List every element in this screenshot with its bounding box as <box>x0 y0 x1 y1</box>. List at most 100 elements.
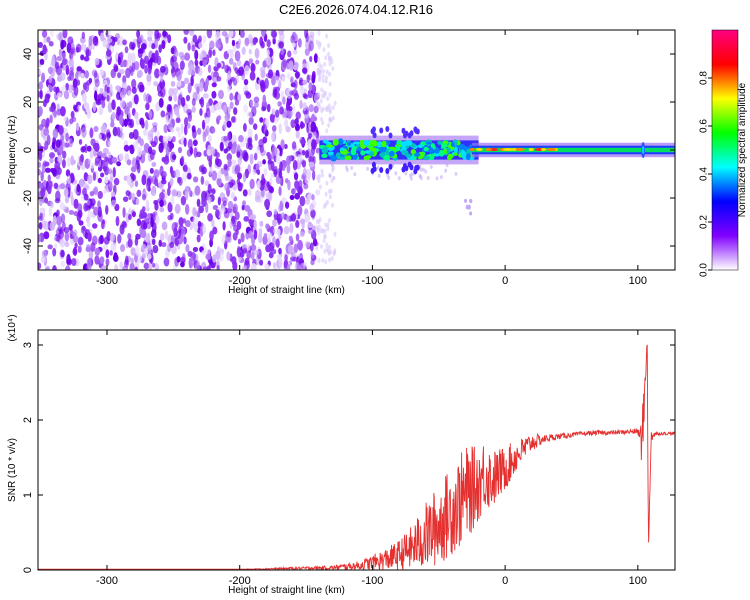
noise-speckle <box>294 192 301 200</box>
noise-speckle <box>133 94 139 105</box>
noise-edge-speckle <box>322 204 326 210</box>
noise-speckle <box>39 212 43 219</box>
noise-edge-speckle <box>322 238 326 244</box>
noise-speckle <box>183 116 189 127</box>
signal-fringe <box>371 126 376 133</box>
noise-speckle <box>132 128 139 140</box>
noise-speckle <box>47 66 53 75</box>
noise-speckle <box>72 104 77 111</box>
noise-speckle <box>232 203 238 214</box>
noise-speckle <box>99 68 104 76</box>
noise-speckle <box>114 263 119 270</box>
noise-speckle <box>151 238 156 246</box>
signal-blob <box>417 156 423 160</box>
noise-edge-speckle <box>324 222 328 228</box>
noise-speckle <box>110 199 117 208</box>
noise-speckle <box>299 195 306 207</box>
noise-speckle <box>275 238 280 248</box>
noise-speckle <box>217 170 222 180</box>
noise-speckle <box>271 125 277 132</box>
noise-speckle <box>134 245 140 256</box>
noise-speckle <box>216 76 222 82</box>
noise-speckle <box>281 76 286 82</box>
noise-speckle <box>243 78 249 86</box>
noise-speckle <box>83 100 88 110</box>
noise-speckle <box>55 235 60 242</box>
signal-blob <box>337 138 344 146</box>
noise-speckle <box>109 83 113 93</box>
noise-speckle <box>278 186 282 196</box>
weak-speckle <box>429 164 433 169</box>
noise-edge-speckle <box>321 228 325 234</box>
noise-speckle <box>257 232 263 244</box>
noise-speckle <box>124 255 129 266</box>
noise-edge-speckle <box>332 251 336 257</box>
noise-speckle <box>278 123 282 135</box>
noise-speckle <box>130 166 137 173</box>
noise-speckle <box>207 213 213 222</box>
noise-speckle <box>283 226 290 235</box>
noise-speckle <box>297 239 304 251</box>
noise-speckle <box>171 188 178 197</box>
noise-speckle <box>79 155 84 166</box>
noise-speckle <box>212 204 219 211</box>
signal-blob <box>321 146 329 154</box>
noise-speckle <box>244 90 250 96</box>
noise-speckle <box>275 75 280 84</box>
noise-speckle <box>275 154 281 165</box>
noise-speckle <box>130 247 136 256</box>
noise-speckle <box>315 189 321 196</box>
noise-speckle <box>238 135 244 143</box>
noise-speckle <box>256 169 261 176</box>
noise-speckle <box>105 205 109 215</box>
noise-speckle <box>194 261 201 270</box>
noise-speckle <box>38 106 43 117</box>
noise-speckle <box>87 232 92 242</box>
noise-speckle <box>242 172 247 183</box>
noise-speckle <box>308 104 314 113</box>
y-tick-label: 0 <box>22 567 34 573</box>
noise-speckle <box>282 96 286 105</box>
noise-speckle <box>230 116 236 123</box>
noise-speckle <box>39 89 43 100</box>
noise-speckle <box>169 178 174 186</box>
noise-speckle <box>308 40 314 52</box>
noise-speckle <box>71 258 77 266</box>
noise-edge-speckle <box>317 56 321 62</box>
signal-fringe <box>379 127 384 134</box>
noise-edge-speckle <box>320 168 324 174</box>
noise-speckle <box>274 109 280 118</box>
noise-speckle <box>192 34 198 43</box>
noise-edge-speckle <box>327 218 331 224</box>
noise-speckle <box>89 148 94 159</box>
noise-edge-speckle <box>317 219 321 225</box>
noise-speckle <box>70 48 74 56</box>
weak-speckle <box>397 176 401 181</box>
noise-speckle <box>207 64 212 74</box>
noise-speckle <box>143 92 147 102</box>
noise-speckle <box>203 149 208 157</box>
noise-speckle <box>69 69 75 81</box>
bottom-plot-frame <box>37 329 676 571</box>
noise-speckle <box>154 262 159 269</box>
noise-speckle <box>169 142 175 149</box>
noise-speckle <box>38 81 43 91</box>
noise-speckle <box>43 36 48 44</box>
noise-speckle <box>143 128 148 137</box>
noise-speckle <box>180 155 185 164</box>
noise-speckle <box>194 185 201 196</box>
noise-speckle <box>278 30 284 36</box>
noise-speckle <box>272 227 278 235</box>
noise-speckle <box>193 223 199 233</box>
noise-speckle <box>166 104 172 113</box>
noise-speckle <box>137 135 142 144</box>
noise-speckle <box>290 119 296 129</box>
noise-speckle <box>76 183 81 193</box>
noise-speckle <box>244 65 250 75</box>
noise-speckle <box>100 32 105 42</box>
noise-edge-speckle <box>321 78 325 84</box>
noise-speckle <box>211 127 216 134</box>
noise-speckle <box>255 189 261 200</box>
noise-speckle <box>253 152 258 161</box>
noise-speckle <box>299 99 303 110</box>
